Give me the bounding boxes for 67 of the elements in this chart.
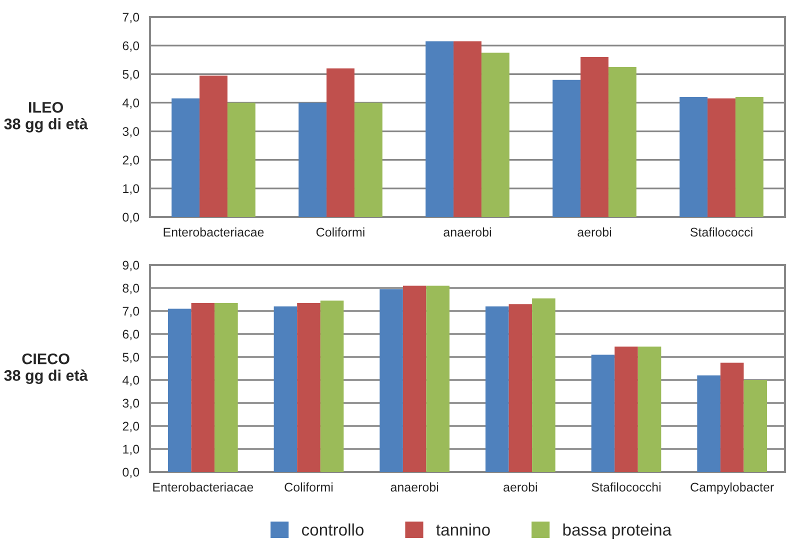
bar (608, 67, 636, 217)
x-tick-label: anaerobi (390, 482, 438, 492)
bar (380, 289, 403, 472)
y-tick-label: 0,0 (122, 468, 140, 478)
bar (320, 300, 344, 472)
y-tick-label: 1,0 (123, 184, 140, 195)
y-tick-label: 5,0 (122, 70, 140, 80)
x-tick-label: aerobi (578, 227, 612, 237)
x-tick-label: Stafilococci (690, 227, 752, 237)
bar (354, 102, 382, 217)
bar (191, 302, 215, 472)
legend-label: controllo (302, 523, 364, 536)
legend-label: tannino (436, 523, 490, 536)
x-tick-label: anaerobi (444, 227, 491, 237)
x-tick-label: Enterobacteriacae (164, 227, 264, 237)
y-tick-label: 3,0 (122, 398, 140, 410)
bar (485, 306, 509, 472)
bar (426, 286, 450, 472)
bar (552, 80, 581, 217)
y-tick-label: 7,0 (122, 12, 140, 24)
bar (326, 68, 354, 217)
x-tick-label: Coliformi (284, 482, 333, 492)
y-tick-label: 7,0 (122, 306, 140, 318)
bar (426, 41, 454, 217)
y-tick-label: 2,0 (122, 156, 140, 166)
y-axis-title: CIECO 38 gg di età (4, 353, 88, 384)
y-tick-label: 6,0 (122, 330, 140, 340)
y-tick-label: 5,0 (122, 352, 140, 364)
bar (454, 41, 482, 217)
y-tick-label: 4,0 (122, 98, 140, 109)
bar (697, 375, 720, 472)
y-tick-label: 9,0 (122, 260, 140, 272)
y-tick-label: 1,0 (123, 444, 140, 456)
bar (708, 98, 736, 217)
legend-label: bassa proteina (563, 523, 672, 539)
bar (580, 57, 608, 217)
x-tick-label: Stafilococchi (592, 482, 660, 492)
y-tick-label: 3,0 (122, 127, 140, 138)
bar (402, 286, 426, 472)
bar (200, 76, 228, 217)
x-tick-label: aerobi (504, 482, 537, 492)
bar (591, 354, 615, 472)
x-tick-label: Enterobacteriacae (153, 482, 254, 492)
y-tick-label: 0,0 (122, 212, 140, 224)
y-tick-label: 8,0 (122, 284, 140, 294)
bar (735, 97, 764, 217)
bar (680, 97, 708, 217)
bar (298, 102, 327, 217)
y-axis-title: ILEO 38 gg di età (4, 102, 88, 132)
y-tick-label: 6,0 (122, 41, 140, 52)
bar (638, 346, 662, 472)
bar (481, 52, 510, 217)
bar (744, 380, 768, 472)
bar (172, 98, 200, 217)
bar (227, 102, 256, 217)
x-tick-label: Campylobacter (690, 482, 774, 494)
y-tick-label: 2,0 (122, 422, 140, 432)
bar (297, 302, 320, 472)
bar (214, 302, 238, 472)
bar (720, 362, 744, 472)
bar (274, 306, 298, 472)
bar (614, 346, 638, 472)
bar (532, 298, 556, 472)
x-tick-label: Coliformi (316, 227, 364, 237)
bar (508, 304, 532, 472)
y-tick-label: 4,0 (122, 376, 140, 386)
bar (168, 308, 192, 472)
